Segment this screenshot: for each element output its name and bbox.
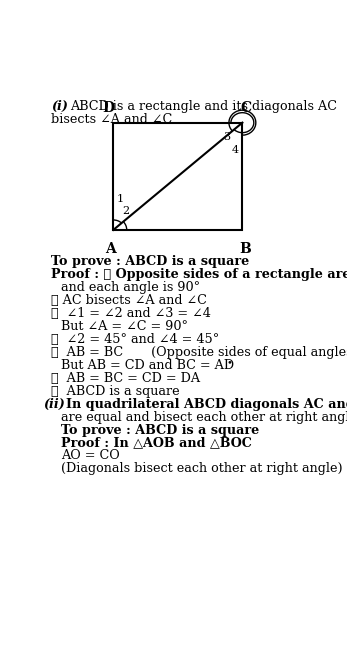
Text: 3: 3 [223,132,230,142]
Text: In quadrilateral ABCD diagonals AC and BD: In quadrilateral ABCD diagonals AC and B… [66,398,347,411]
Text: (Diagonals bisect each other at right angle): (Diagonals bisect each other at right an… [61,463,342,476]
Text: ∴  ∠1 = ∠2 and ∠3 = ∠4: ∴ ∠1 = ∠2 and ∠3 = ∠4 [51,307,211,319]
Text: 1: 1 [117,194,124,204]
Text: But ∠A = ∠C = 90°: But ∠A = ∠C = 90° [61,319,188,333]
Text: B: B [239,242,251,257]
Text: D: D [102,101,114,115]
Text: But AB = CD and BC = AD: But AB = CD and BC = AD [61,359,234,372]
Text: •: • [226,359,232,367]
FancyBboxPatch shape [113,122,242,230]
Text: AO = CO: AO = CO [61,450,120,463]
Text: To prove : ABCD is a square: To prove : ABCD is a square [51,255,250,268]
Text: ∴  ABCD is a square: ∴ ABCD is a square [51,385,180,398]
Text: ∴  AB = BC       (Opposite sides of equal angles): ∴ AB = BC (Opposite sides of equal angle… [51,345,347,359]
Text: ∴  AB = BC = CD = DA: ∴ AB = BC = CD = DA [51,372,201,385]
Text: 2: 2 [122,206,130,216]
Text: are equal and bisect each other at right angle: are equal and bisect each other at right… [61,411,347,424]
Text: ABCD is a rectangle and its diagonals AC: ABCD is a rectangle and its diagonals AC [70,100,337,113]
Text: Proof : ∵ Opposite sides of a rectangle are equal: Proof : ∵ Opposite sides of a rectangle … [51,268,347,281]
Text: (i): (i) [51,100,68,113]
Text: and each angle is 90°: and each angle is 90° [61,281,200,294]
Text: 4: 4 [231,145,238,155]
Text: (ii): (ii) [43,398,65,411]
Text: ∴  ∠2 = 45° and ∠4 = 45°: ∴ ∠2 = 45° and ∠4 = 45° [51,332,220,346]
Text: ∵ AC bisects ∠A and ∠C: ∵ AC bisects ∠A and ∠C [51,294,207,307]
Text: A: A [105,242,116,257]
Text: To prove : ABCD is a square: To prove : ABCD is a square [61,424,259,437]
Text: bisects ∠A and ∠C: bisects ∠A and ∠C [51,113,173,126]
Text: Proof : In △AOB and △BOC: Proof : In △AOB and △BOC [61,437,252,450]
Text: C: C [241,101,252,115]
